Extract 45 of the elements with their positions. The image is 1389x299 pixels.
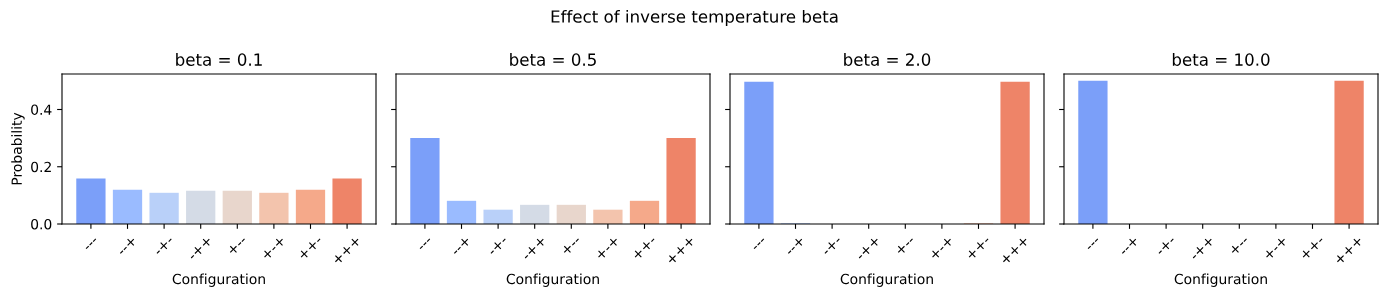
x-tick-label: +-- (895, 235, 916, 256)
x-tick-label: -+- (1155, 235, 1176, 257)
x-tick-label: --+ (450, 236, 471, 257)
x-tick-label: ++- (632, 235, 657, 261)
x-tick-label: +++ (1000, 236, 1030, 265)
x-axis-title: Configuration (506, 273, 599, 287)
x-tick-label: +++ (1334, 236, 1364, 265)
x-tick-label: -++ (1189, 236, 1215, 261)
x-tick-label: --- (753, 238, 765, 250)
x-tick-label: +-- (227, 235, 248, 256)
x-axis-title: Configuration (172, 273, 265, 287)
x-tick-label: --+ (116, 236, 137, 257)
x-tick-label: +-+ (595, 236, 620, 261)
x-tick-label: --- (85, 238, 97, 250)
x-tick-label: +++ (666, 236, 696, 265)
x-tick-label: +-- (561, 235, 582, 256)
text: Effect of inverse temperature beta (551, 9, 838, 27)
x-tick-label: -++ (521, 236, 547, 261)
x-tick-label: +-- (1229, 235, 1250, 256)
x-tick-label: +-+ (261, 236, 286, 261)
x-tick-label: --+ (1118, 236, 1139, 257)
x-tick-label: -+- (487, 235, 508, 257)
x-axis-title: Configuration (840, 273, 933, 287)
chart-title: beta = 2.0 (844, 53, 931, 66)
y-tick-label: 0.2 (31, 161, 51, 173)
x-tick-label: --- (419, 238, 431, 250)
y-tick-label: 0.4 (31, 104, 52, 115)
chart-title: beta = 0.1 (176, 53, 262, 66)
x-axis-title: Configuration (1174, 273, 1267, 287)
x-tick-label: +++ (332, 236, 362, 265)
x-tick-label: -+- (153, 235, 174, 257)
x-tick-label: -+- (821, 235, 842, 257)
chart-title: beta = 0.5 (510, 53, 596, 66)
x-tick-label: -++ (187, 236, 213, 261)
y-axis-title: Probability (11, 112, 25, 185)
x-tick-label: --+ (784, 236, 805, 257)
x-tick-label: ++- (1300, 235, 1325, 261)
x-tick-label: +-+ (1263, 236, 1288, 261)
chart-title: beta = 10.0 (1172, 53, 1270, 66)
y-tick-label: 0.0 (31, 218, 52, 230)
x-tick-label: --- (1087, 238, 1099, 250)
x-tick-label: ++- (298, 235, 323, 261)
x-tick-label: ++- (966, 235, 991, 261)
x-tick-label: -++ (855, 236, 881, 261)
x-tick-label: +-+ (929, 236, 954, 261)
